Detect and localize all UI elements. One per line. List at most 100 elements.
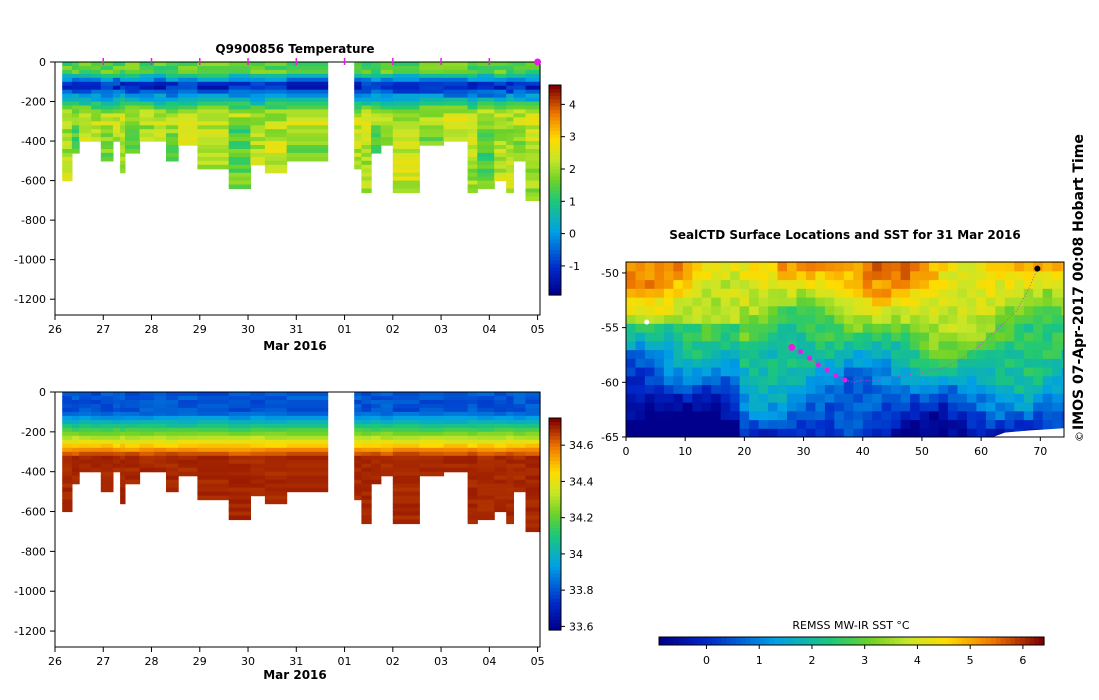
x-tick-label: 0: [623, 445, 630, 458]
section-cell: [477, 447, 495, 453]
section-cell: [361, 479, 372, 485]
section-cell: [392, 172, 420, 178]
section-cell: [178, 471, 198, 477]
colorbar-segment: [549, 615, 561, 620]
section-cell: [361, 491, 372, 497]
colorbar-segment: [549, 169, 561, 174]
sst-cell: [805, 323, 816, 333]
sst-cell: [938, 340, 949, 351]
section-cell: [139, 69, 155, 75]
section-cell: [197, 415, 230, 421]
section-cell: [100, 89, 114, 95]
sst-cell: [919, 375, 930, 386]
section-cell: [525, 184, 541, 190]
sst-cell: [995, 314, 1006, 324]
section-cell: [153, 77, 167, 83]
section-cell: [120, 113, 126, 118]
section-cell: [228, 495, 251, 501]
section-cell: [371, 141, 382, 146]
sst-cell: [1052, 314, 1063, 324]
sst-cell: [1033, 262, 1044, 263]
section-cell: [228, 113, 251, 118]
section-cell: [264, 81, 288, 87]
sst-cell: [777, 314, 788, 324]
section-cell: [91, 81, 102, 87]
section-cell: [494, 467, 507, 473]
section-cell: [153, 66, 167, 71]
sst-cell: [834, 349, 845, 359]
section-cell: [371, 133, 382, 138]
section-cell: [79, 404, 92, 409]
sst-cell: [891, 279, 902, 289]
section-cell: [419, 85, 445, 91]
sst-cell: [682, 288, 693, 298]
sst-cell: [682, 305, 693, 316]
section-cell: [467, 459, 478, 465]
section-cell: [361, 467, 372, 473]
sst-cell: [1033, 349, 1044, 359]
section-cell: [477, 467, 495, 473]
section-cell: [380, 85, 394, 91]
sst-cell: [777, 393, 788, 403]
section-cell: [120, 125, 126, 130]
sst-cell: [787, 279, 798, 289]
sst-cell: [853, 419, 864, 429]
colorbar-segment: [549, 155, 561, 160]
sst-cell: [1052, 270, 1063, 281]
x-tick-label: 70: [1033, 445, 1047, 458]
section-cell: [197, 137, 230, 142]
sst-cell: [938, 288, 949, 298]
section-cell: [380, 467, 394, 473]
section-cell: [525, 160, 541, 166]
sst-cell: [1023, 270, 1034, 281]
colorbar-segment: [549, 601, 561, 606]
temperature-cells: [62, 62, 541, 201]
section-cell: [380, 117, 394, 122]
section-cell: [91, 69, 102, 75]
section-cell: [419, 443, 445, 449]
section-cell: [100, 415, 114, 421]
colorbar-frame: [548, 417, 562, 631]
section-cell: [513, 125, 527, 130]
section-cell: [467, 176, 478, 182]
section-cell: [71, 113, 80, 118]
colorbar-frame: [548, 84, 562, 296]
section-cell: [513, 451, 527, 457]
section-cell: [371, 404, 382, 409]
section-cell: [494, 160, 507, 166]
sst-cell: [995, 340, 1006, 351]
section-cell: [91, 117, 102, 122]
colorbar-segment: [549, 449, 561, 454]
colorbar-segment: [549, 141, 561, 146]
sst-cell: [843, 367, 854, 377]
section-cell: [166, 427, 179, 433]
sst-cell: [919, 297, 930, 307]
x-tick-label: 03: [434, 655, 448, 668]
section-cell: [371, 475, 382, 481]
section-cell: [443, 77, 469, 83]
sst-cell: [900, 279, 911, 289]
sst-cell: [701, 340, 712, 351]
sst-cell: [1061, 375, 1064, 386]
colorbar-segment: [549, 569, 561, 574]
sst-cell: [929, 393, 940, 403]
sst-cell: [701, 297, 712, 307]
sst-cell: [957, 428, 968, 437]
section-cell: [91, 73, 102, 79]
section-cell: [100, 411, 114, 417]
sst-cell: [787, 428, 798, 437]
sst-cell: [644, 375, 655, 386]
section-cell: [443, 129, 469, 134]
section-cell: [62, 495, 73, 501]
section-cell: [166, 396, 179, 401]
sst-cell: [957, 340, 968, 351]
section-cell: [371, 93, 382, 99]
section-cell: [153, 451, 167, 457]
section-cell: [100, 137, 114, 142]
section-cell: [264, 431, 288, 437]
sst-cell: [711, 375, 722, 386]
sst-cell: [635, 402, 646, 412]
sst-cell: [872, 349, 883, 359]
section-cell: [419, 463, 445, 469]
section-cell: [79, 113, 92, 118]
